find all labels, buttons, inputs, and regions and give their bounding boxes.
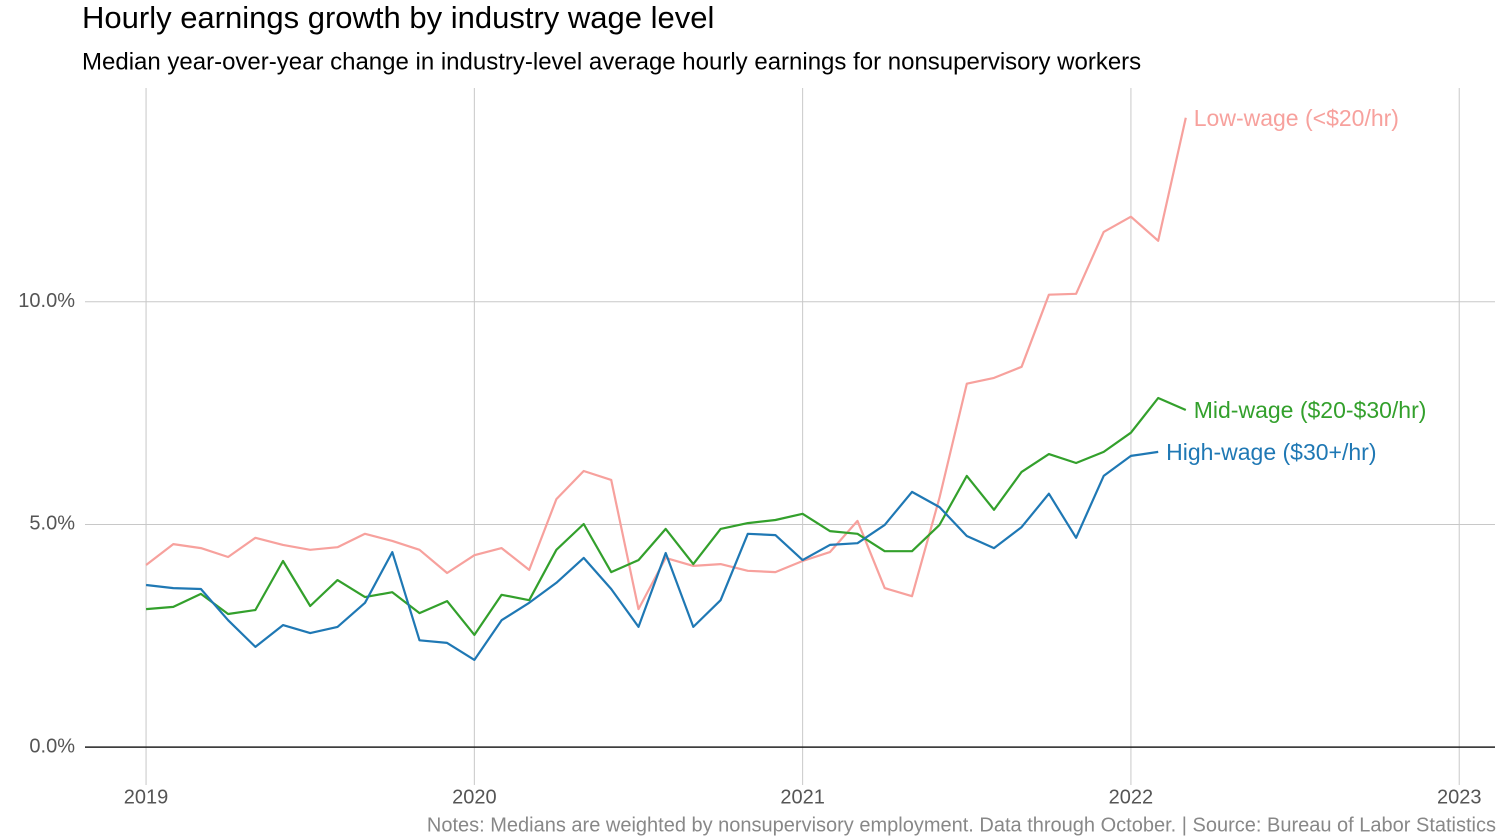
y-tick-label: 0.0% bbox=[29, 735, 75, 757]
series-label: Low-wage (<$20/hr) bbox=[1194, 105, 1399, 131]
x-tick-label: 2022 bbox=[1109, 786, 1154, 808]
x-tick-label: 2021 bbox=[780, 786, 825, 808]
series-line bbox=[145, 117, 1187, 611]
x-tick-label: 2020 bbox=[452, 786, 497, 808]
chart-note: Notes: Medians are weighted by nonsuperv… bbox=[427, 814, 1496, 836]
chart-subtitle: Median year-over-year change in industry… bbox=[82, 48, 1141, 75]
y-tick-label: 10.0% bbox=[18, 290, 75, 312]
series-line bbox=[146, 396, 1187, 636]
series-line bbox=[145, 450, 1159, 661]
y-tick-label: 5.0% bbox=[29, 513, 75, 535]
series-label: Mid-wage ($20-$30/hr) bbox=[1194, 397, 1427, 423]
chart-title: Hourly earnings growth by industry wage … bbox=[82, 0, 714, 35]
x-tick-label: 2023 bbox=[1437, 786, 1482, 808]
series-label: High-wage ($30+/hr) bbox=[1166, 439, 1376, 465]
x-tick-label: 2019 bbox=[124, 786, 169, 808]
